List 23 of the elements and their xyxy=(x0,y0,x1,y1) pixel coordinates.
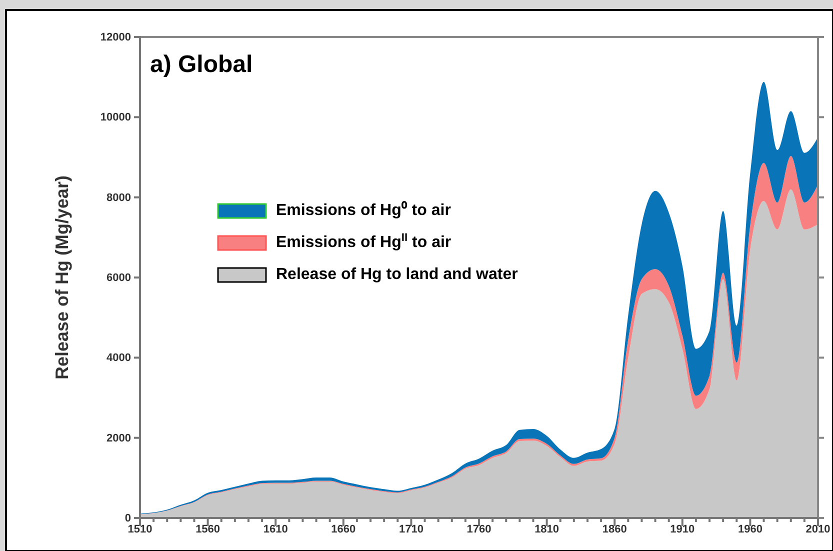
x-tick-label: 1510 xyxy=(128,524,152,536)
y-axis-title: Release of Hg (Mg/year) xyxy=(52,175,72,380)
y-tick-label: 10000 xyxy=(100,112,131,124)
x-tick-label: 1910 xyxy=(670,524,695,536)
legend-label: Emissions of Hg⁰ to air xyxy=(276,201,451,219)
x-tick-label: 2010 xyxy=(806,524,830,536)
y-tick-label: 8000 xyxy=(106,192,131,204)
y-tick-label: 6000 xyxy=(106,272,131,284)
text: a) Global xyxy=(150,51,253,78)
x-tick-label: 1810 xyxy=(534,524,560,536)
legend-label: Emissions of Hg$^{II}$ to air xyxy=(276,232,452,251)
x-tick-label: 1610 xyxy=(263,524,288,536)
x-tick-label: 1560 xyxy=(196,524,220,536)
legend-label: Release of Hg to land and water xyxy=(276,266,518,283)
y-tick-label: 4000 xyxy=(106,352,131,364)
x-tick-label: 1710 xyxy=(398,524,424,536)
y-tick-label: 0 xyxy=(124,512,131,525)
x-tick-label: 1960 xyxy=(738,524,762,536)
x-tick-label: 1660 xyxy=(331,524,356,536)
x-tick-label: 1760 xyxy=(466,524,492,536)
y-tick-label: 2000 xyxy=(106,432,131,444)
y-tick-label: 12000 xyxy=(100,32,131,44)
x-tick-label: 1860 xyxy=(602,524,627,536)
